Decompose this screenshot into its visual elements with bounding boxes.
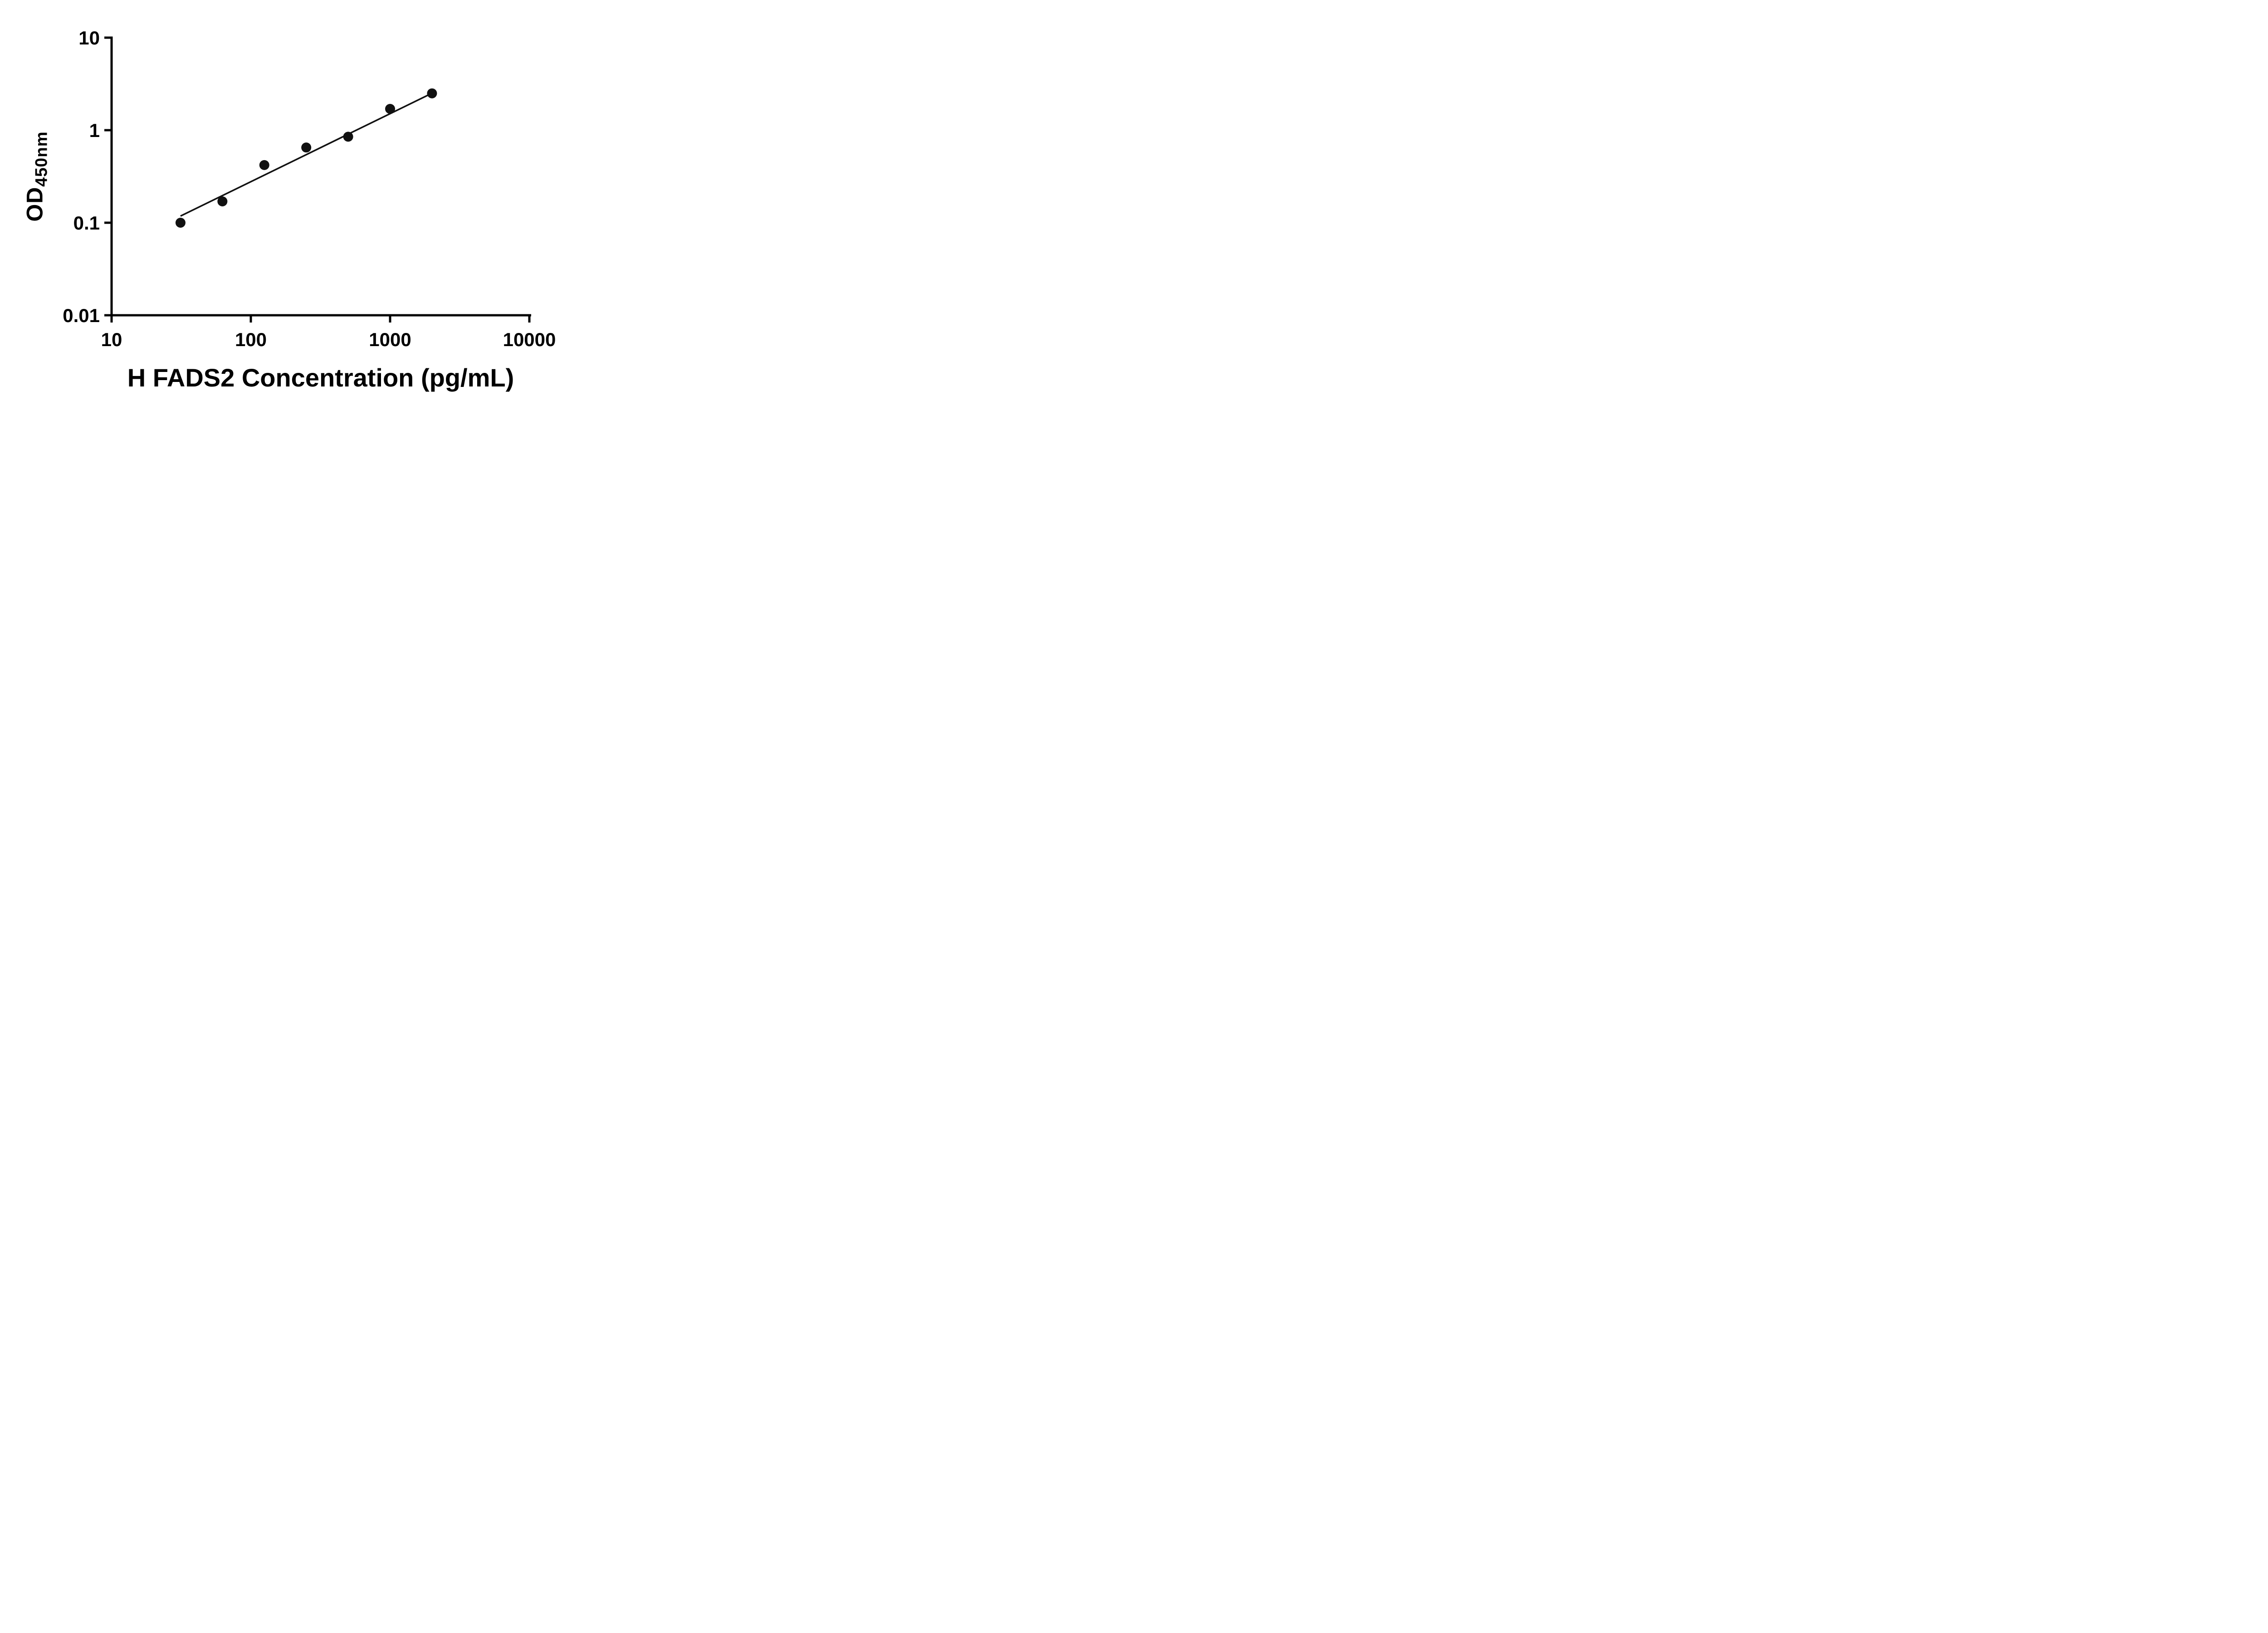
data-point — [385, 103, 395, 114]
trend-line — [180, 92, 433, 217]
y-tick-label: 1 — [89, 120, 100, 141]
data-point — [301, 142, 312, 153]
data-point — [259, 160, 269, 170]
data-point — [217, 196, 228, 206]
chart-plot-area: 10 100 1000 10000 0.01 0.1 1 10 — [63, 27, 556, 350]
x-tick-label: 10 — [101, 329, 122, 350]
x-axis-title: H FADS2 Concentration (pg/mL) — [127, 363, 514, 392]
y-axis-title-subscript: 450nm — [32, 131, 51, 187]
y-tick-label: 0.01 — [63, 305, 100, 326]
x-tick-label: 1000 — [369, 329, 411, 350]
y-tick-label: 0.1 — [73, 212, 100, 234]
y-axis-title: OD450nm — [21, 131, 51, 221]
data-point — [427, 88, 437, 98]
data-point — [175, 218, 186, 228]
y-axis-title-main: OD — [22, 186, 48, 222]
x-tick-label: 10000 — [503, 329, 556, 350]
x-tick-label: 100 — [235, 329, 267, 350]
data-point — [343, 132, 353, 142]
chart-page: 10 100 1000 10000 0.01 0.1 1 10 OD450nm H FADS2… — [0, 0, 583, 408]
y-tick-label: 10 — [78, 27, 100, 49]
standard-curve-chart: 10 100 1000 10000 0.01 0.1 1 10 OD450nm H FADS2… — [0, 0, 583, 408]
